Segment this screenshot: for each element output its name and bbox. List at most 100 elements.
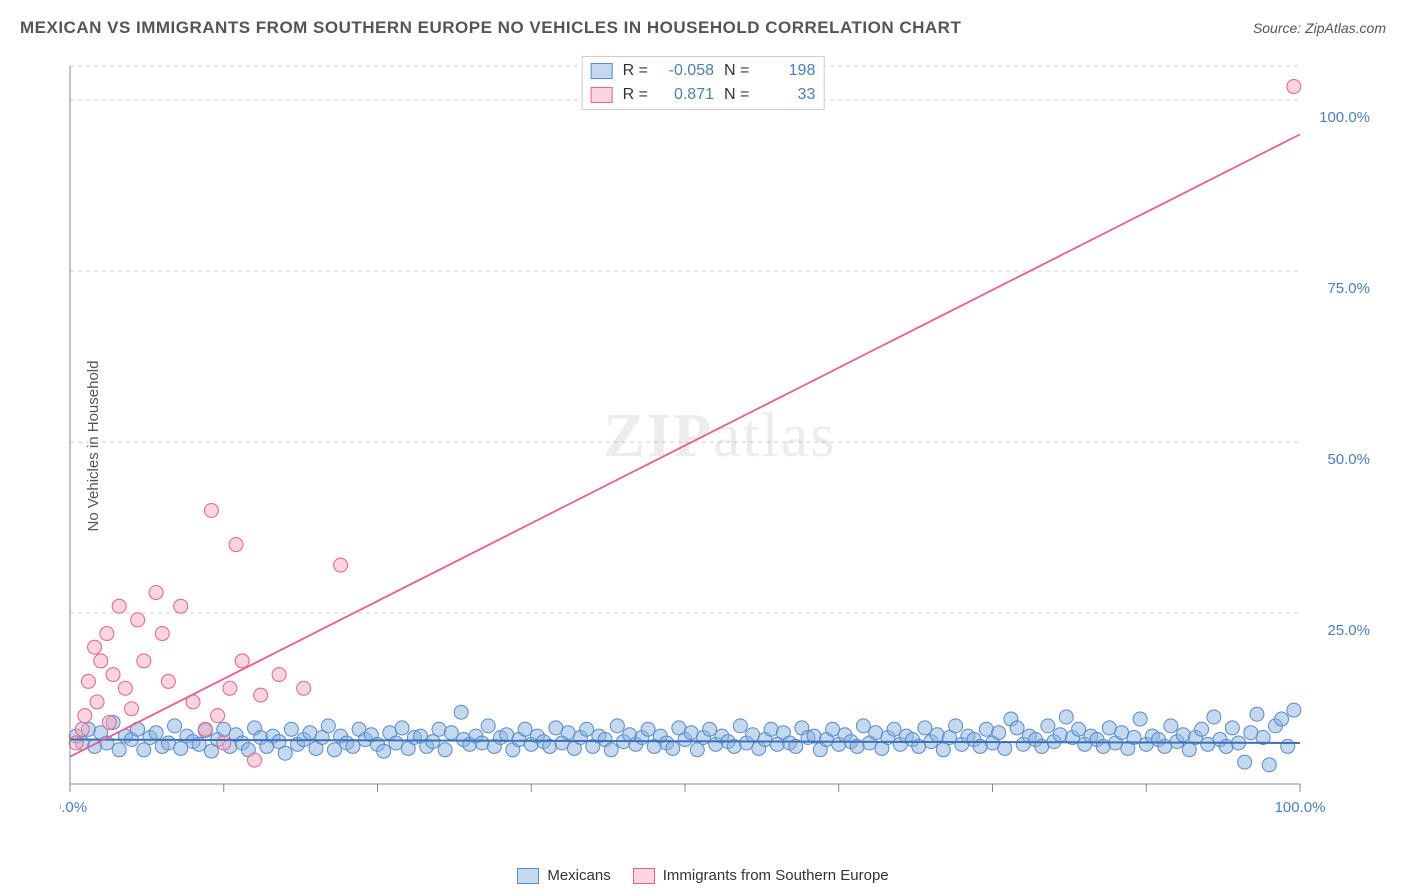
data-point-pink (94, 654, 108, 668)
svg-text:0.0%: 0.0% (60, 799, 87, 816)
data-point-blue (641, 722, 655, 736)
data-point-blue (1041, 719, 1055, 733)
data-point-blue (432, 722, 446, 736)
data-point-blue (168, 719, 182, 733)
data-point-pink (149, 586, 163, 600)
data-point-blue (475, 736, 489, 750)
plot-area: ZIPatlas 25.0%50.0%75.0%100.0%0.0%100.0% (60, 56, 1380, 824)
data-point-blue (690, 743, 704, 757)
data-point-pink (81, 674, 95, 688)
data-point-pink (1287, 80, 1301, 94)
stats-row-pink: R = 0.871 N = 33 (591, 83, 816, 107)
title-bar: MEXICAN VS IMMIGRANTS FROM SOUTHERN EURO… (20, 18, 1386, 38)
data-point-pink (161, 674, 175, 688)
data-point-pink (137, 654, 151, 668)
data-point-pink (75, 722, 89, 736)
swatch-pink-icon (633, 868, 655, 884)
data-point-blue (1195, 722, 1209, 736)
data-point-blue (278, 746, 292, 760)
data-point-blue (137, 743, 151, 757)
data-point-pink (217, 736, 231, 750)
data-point-blue (1250, 707, 1264, 721)
data-point-pink (118, 681, 132, 695)
data-point-pink (155, 627, 169, 641)
data-point-blue (610, 719, 624, 733)
n-value-pink: 33 (759, 83, 815, 107)
swatch-blue-icon (591, 63, 613, 79)
data-point-blue (703, 722, 717, 736)
data-point-pink (102, 715, 116, 729)
legend-item-pink: Immigrants from Southern Europe (633, 867, 889, 884)
data-point-pink (235, 654, 249, 668)
data-point-blue (998, 741, 1012, 755)
data-point-blue (887, 722, 901, 736)
data-point-pink (174, 599, 188, 613)
data-point-blue (733, 719, 747, 733)
stats-legend: R = -0.058 N = 198 R = 0.871 N = 33 (582, 56, 825, 110)
data-point-pink (78, 709, 92, 723)
data-point-pink (198, 722, 212, 736)
svg-text:25.0%: 25.0% (1327, 622, 1370, 639)
svg-text:50.0%: 50.0% (1327, 451, 1370, 468)
data-point-blue (604, 743, 618, 757)
data-point-blue (454, 705, 468, 719)
swatch-blue-icon (517, 868, 539, 884)
data-point-blue (1053, 728, 1067, 742)
data-point-blue (481, 719, 495, 733)
r-value-pink: 0.871 (658, 83, 714, 107)
data-point-blue (346, 739, 360, 753)
watermark: ZIPatlas (604, 402, 837, 470)
r-label: R = (623, 59, 648, 83)
data-point-blue (1059, 710, 1073, 724)
data-point-blue (1207, 710, 1221, 724)
svg-text:75.0%: 75.0% (1327, 280, 1370, 297)
regression-line-pink (70, 134, 1300, 756)
data-point-pink (297, 681, 311, 695)
data-point-blue (1133, 712, 1147, 726)
data-point-blue (936, 743, 950, 757)
legend-label-blue: Mexicans (547, 867, 610, 884)
data-point-blue (149, 726, 163, 740)
swatch-pink-icon (591, 87, 613, 103)
data-point-pink (112, 599, 126, 613)
source-label: Source: ZipAtlas.com (1253, 20, 1386, 36)
data-point-blue (395, 721, 409, 735)
scatter-svg: ZIPatlas 25.0%50.0%75.0%100.0%0.0%100.0% (60, 56, 1380, 824)
data-point-blue (1238, 755, 1252, 769)
n-label: N = (724, 59, 749, 83)
data-point-pink (204, 503, 218, 517)
data-point-blue (992, 726, 1006, 740)
data-point-pink (100, 627, 114, 641)
data-point-pink (272, 668, 286, 682)
legend-label-pink: Immigrants from Southern Europe (663, 867, 889, 884)
data-point-pink (69, 736, 83, 750)
data-point-blue (1275, 712, 1289, 726)
legend-item-blue: Mexicans (517, 867, 610, 884)
data-point-blue (764, 722, 778, 736)
data-point-blue (856, 719, 870, 733)
chart-title: MEXICAN VS IMMIGRANTS FROM SOUTHERN EURO… (20, 18, 961, 38)
data-point-blue (438, 743, 452, 757)
data-point-blue (321, 719, 335, 733)
data-point-blue (1176, 728, 1190, 742)
stats-row-blue: R = -0.058 N = 198 (591, 59, 816, 83)
data-point-blue (1281, 739, 1295, 753)
data-point-pink (254, 688, 268, 702)
r-label: R = (623, 83, 648, 107)
data-point-pink (248, 753, 262, 767)
data-point-blue (1182, 743, 1196, 757)
data-point-blue (377, 744, 391, 758)
data-point-pink (211, 709, 225, 723)
data-point-blue (1164, 719, 1178, 733)
data-point-blue (1262, 758, 1276, 772)
data-point-blue (666, 741, 680, 755)
data-point-blue (1072, 722, 1086, 736)
data-point-blue (1219, 739, 1233, 753)
series-legend: Mexicans Immigrants from Southern Europe (0, 867, 1406, 884)
data-point-pink (88, 640, 102, 654)
data-point-blue (979, 722, 993, 736)
data-point-pink (223, 681, 237, 695)
data-point-blue (518, 722, 532, 736)
data-point-blue (174, 741, 188, 755)
data-point-blue (426, 735, 440, 749)
